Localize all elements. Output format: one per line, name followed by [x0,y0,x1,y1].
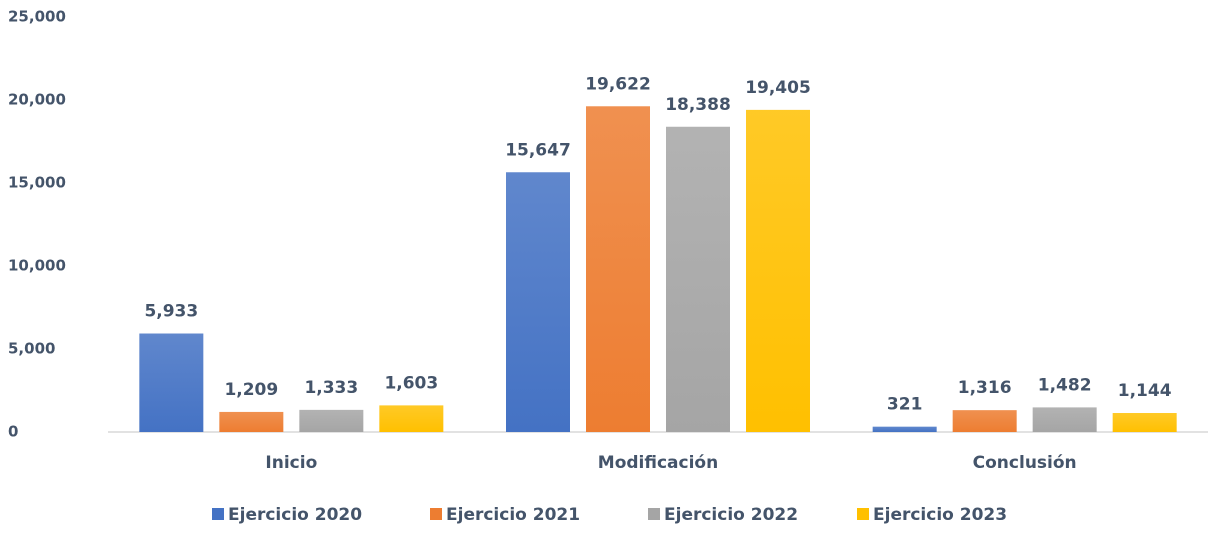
legend-label: Ejercicio 2020 [228,505,362,525]
data-label: 15,647 [505,140,571,160]
bar [299,409,364,432]
bar [746,109,810,432]
x-tick-label: Modificación [598,453,718,473]
bar [952,410,1017,432]
y-tick-label: 5,000 [8,340,55,358]
data-label: 1,209 [224,380,278,400]
x-tick-label: Conclusión [973,453,1077,473]
legend-label: Ejercicio 2023 [873,505,1007,525]
y-tick-label: 20,000 [8,91,66,109]
bar [139,333,204,432]
data-label: 19,405 [745,78,811,98]
legend-label: Ejercicio 2021 [446,505,580,525]
legend-swatch [430,508,442,520]
data-label: 1,333 [304,378,358,398]
legend-swatch [212,508,224,520]
data-label: 1,603 [384,373,438,393]
data-label: 321 [887,395,923,415]
y-tick-label: 0 [8,423,18,441]
data-label: 1,144 [1118,381,1172,401]
bar [1032,407,1097,432]
legend-label: Ejercicio 2022 [664,505,798,525]
data-label: 18,388 [665,95,731,115]
bar [586,106,650,432]
bar [872,426,937,432]
bar [379,405,444,432]
data-label: 5,933 [144,302,198,322]
data-label: 1,482 [1038,375,1092,395]
legend-swatch [648,508,660,520]
data-label: 1,316 [958,378,1012,398]
legend-swatch [857,508,869,520]
y-tick-label: 25,000 [8,8,66,26]
bar [666,126,730,432]
y-tick-label: 15,000 [8,174,66,192]
bar [506,172,570,432]
y-tick-label: 10,000 [8,257,66,275]
bar [1112,413,1177,432]
data-label: 19,622 [585,74,651,94]
x-tick-label: Inicio [265,453,317,473]
bar [219,411,284,432]
